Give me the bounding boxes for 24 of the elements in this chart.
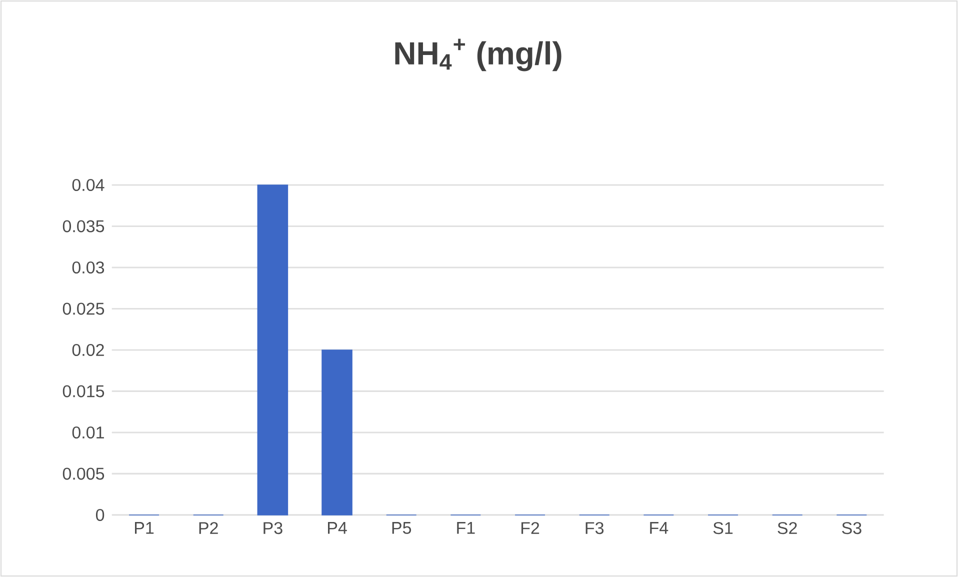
- x-tick-label: S2: [778, 522, 797, 534]
- x-tick-label: P3: [264, 522, 282, 534]
- y-tick-label: 0.03: [72, 261, 104, 274]
- y-tick-label: 0: [96, 508, 104, 521]
- y-tick-label: 0.015: [62, 385, 104, 398]
- x-tick-label: F2: [521, 522, 540, 534]
- chart-title: NH$_{4}$$^{+}$ (mg/l): [395, 38, 562, 72]
- y-tick-label: 0.01: [72, 426, 104, 438]
- x-tick-label: P1: [134, 522, 154, 534]
- x-tick-label: F3: [586, 522, 604, 534]
- y-tick-label: 0.04: [72, 178, 104, 191]
- x-tick-label: S3: [842, 522, 862, 534]
- bar: [322, 350, 352, 516]
- x-tick-label: S1: [713, 522, 733, 534]
- y-tick-label: 0.035: [62, 220, 104, 232]
- x-tick-label: F1: [457, 522, 475, 534]
- x-tick-label: F4: [650, 522, 668, 534]
- y-tick-label: 0.025: [62, 302, 104, 315]
- x-tick-label: P5: [392, 522, 412, 534]
- x-tick-label: P4: [328, 522, 347, 534]
- bar: [257, 184, 288, 516]
- x-tick-label: P2: [199, 522, 218, 534]
- y-tick-label: 0.005: [62, 468, 104, 480]
- y-tick-label: 0.02: [72, 344, 104, 356]
